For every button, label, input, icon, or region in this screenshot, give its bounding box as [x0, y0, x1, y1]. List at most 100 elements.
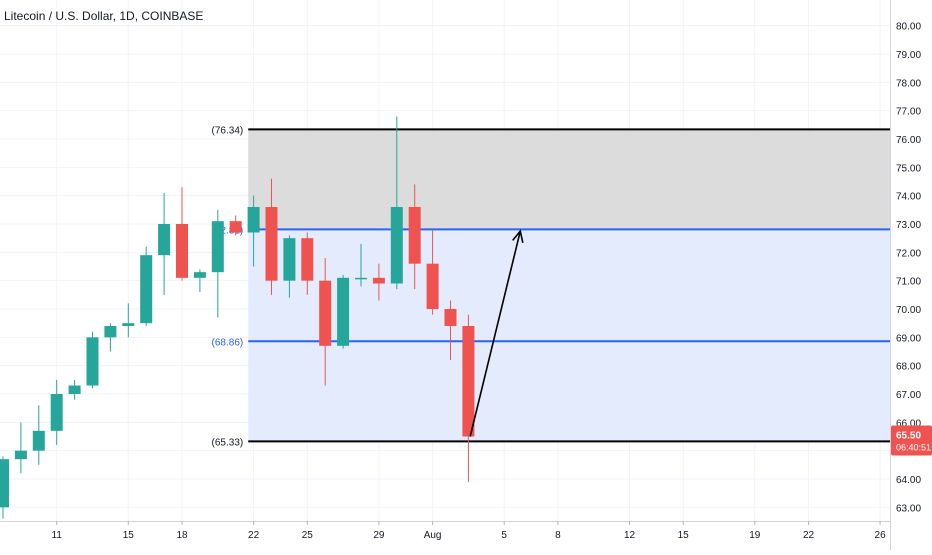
- y-tick-label: 71.00: [896, 277, 921, 288]
- level-layer: (76.34) (72.81) (68.86) (65.33): [212, 125, 890, 448]
- x-tick-label: 22: [248, 530, 260, 541]
- candle: [158, 192, 171, 295]
- y-tick-label: 80.00: [896, 22, 921, 33]
- candle: [408, 184, 421, 290]
- x-tick-label: 5: [501, 530, 507, 541]
- candle-body: [301, 238, 314, 281]
- candle: [444, 300, 457, 360]
- time-axis-bg: [0, 521, 890, 550]
- arrow-layer: [469, 229, 524, 437]
- candle-body: [444, 309, 457, 326]
- candle-body: [247, 207, 260, 233]
- candle-body: [140, 255, 153, 324]
- trend-arrow-head: [512, 229, 524, 243]
- candle: [176, 187, 188, 281]
- candle-body: [122, 323, 135, 326]
- candle: [14, 422, 27, 474]
- candle-body: [283, 238, 296, 281]
- y-tick-label: 64.00: [896, 475, 921, 486]
- y-tick-label: 67.00: [896, 390, 921, 401]
- candle: [50, 379, 63, 445]
- candle: [140, 246, 153, 326]
- candle-body: [426, 263, 439, 309]
- candle: [265, 178, 278, 295]
- candle-body: [158, 224, 171, 256]
- candle-body: [390, 207, 403, 284]
- y-tick-label: 73.00: [896, 220, 921, 231]
- candle: [193, 269, 206, 292]
- candle-layer: [0, 116, 475, 519]
- candle-body: [265, 207, 278, 281]
- candle: [462, 314, 475, 482]
- candle: [372, 263, 385, 301]
- candle-body: [0, 459, 9, 508]
- candle-body: [462, 326, 475, 437]
- candle: [211, 209, 224, 318]
- level-label: (72.81): [212, 225, 244, 236]
- candle-body: [211, 221, 224, 273]
- candle: [426, 229, 439, 315]
- level-label: (65.33): [212, 437, 244, 448]
- candle: [247, 195, 260, 267]
- level-label: (76.34): [212, 125, 244, 136]
- candle-body: [104, 326, 117, 338]
- y-tick-label: 72.00: [896, 248, 921, 259]
- candle: [390, 116, 403, 290]
- x-tick-label: 18: [176, 530, 188, 541]
- y-tick-label: 75.00: [896, 163, 921, 174]
- x-tick-label: Aug: [424, 530, 442, 541]
- candle: [283, 235, 296, 298]
- x-tick-label: 12: [624, 530, 636, 541]
- candle-body: [32, 430, 45, 451]
- trend-arrow-line: [469, 230, 522, 437]
- x-tick-label: 15: [678, 530, 690, 541]
- y-tick-label: 77.00: [896, 107, 921, 118]
- candle: [355, 243, 367, 287]
- candle: [301, 232, 314, 295]
- last-price-value: 65.50: [896, 431, 921, 442]
- last-price-countdown: 06:40:51: [896, 443, 931, 453]
- candle: [319, 258, 332, 386]
- y-tick-label: 79.00: [896, 50, 921, 61]
- candle-body: [86, 337, 99, 386]
- candle-body: [355, 277, 367, 280]
- x-tick-label: 15: [123, 530, 135, 541]
- candle-body: [408, 207, 421, 264]
- y-tick-label: 74.00: [896, 192, 921, 203]
- y-tick-label: 78.00: [896, 78, 921, 89]
- candle-body: [372, 277, 385, 284]
- candle-body: [319, 280, 332, 346]
- y-tick-label: 76.00: [896, 135, 921, 146]
- candle: [86, 331, 99, 389]
- symbol-title: Litecoin / U.S. Dollar, 1D, COINBASE: [4, 9, 204, 23]
- zone-grey: [248, 129, 891, 230]
- x-tick-label: 11: [52, 530, 63, 541]
- level-label: (68.86): [212, 337, 244, 348]
- y-tick-label: 63.00: [896, 503, 921, 514]
- candle: [104, 323, 117, 352]
- y-tick-label: 68.00: [896, 362, 921, 373]
- zone-layer: [248, 129, 891, 442]
- x-tick-label: 8: [555, 530, 561, 541]
- candle-body: [193, 272, 206, 278]
- price-axis-bg: [890, 0, 932, 550]
- x-tick-label: 19: [749, 530, 761, 541]
- y-tick-label: 69.00: [896, 333, 921, 344]
- x-tick-label: 29: [373, 530, 385, 541]
- candle-body: [68, 385, 81, 394]
- candle-body: [14, 450, 27, 460]
- x-tick-label: 22: [803, 530, 815, 541]
- candle-body: [337, 277, 350, 346]
- candle: [32, 405, 45, 465]
- candle: [229, 215, 242, 236]
- y-tick-label: 66.00: [896, 418, 921, 429]
- last-price-badge: [891, 425, 932, 456]
- candle-body: [176, 224, 188, 278]
- candle-body: [229, 221, 242, 233]
- x-tick-label: 26: [875, 530, 887, 541]
- candle-body: [50, 394, 63, 431]
- candle: [0, 456, 9, 519]
